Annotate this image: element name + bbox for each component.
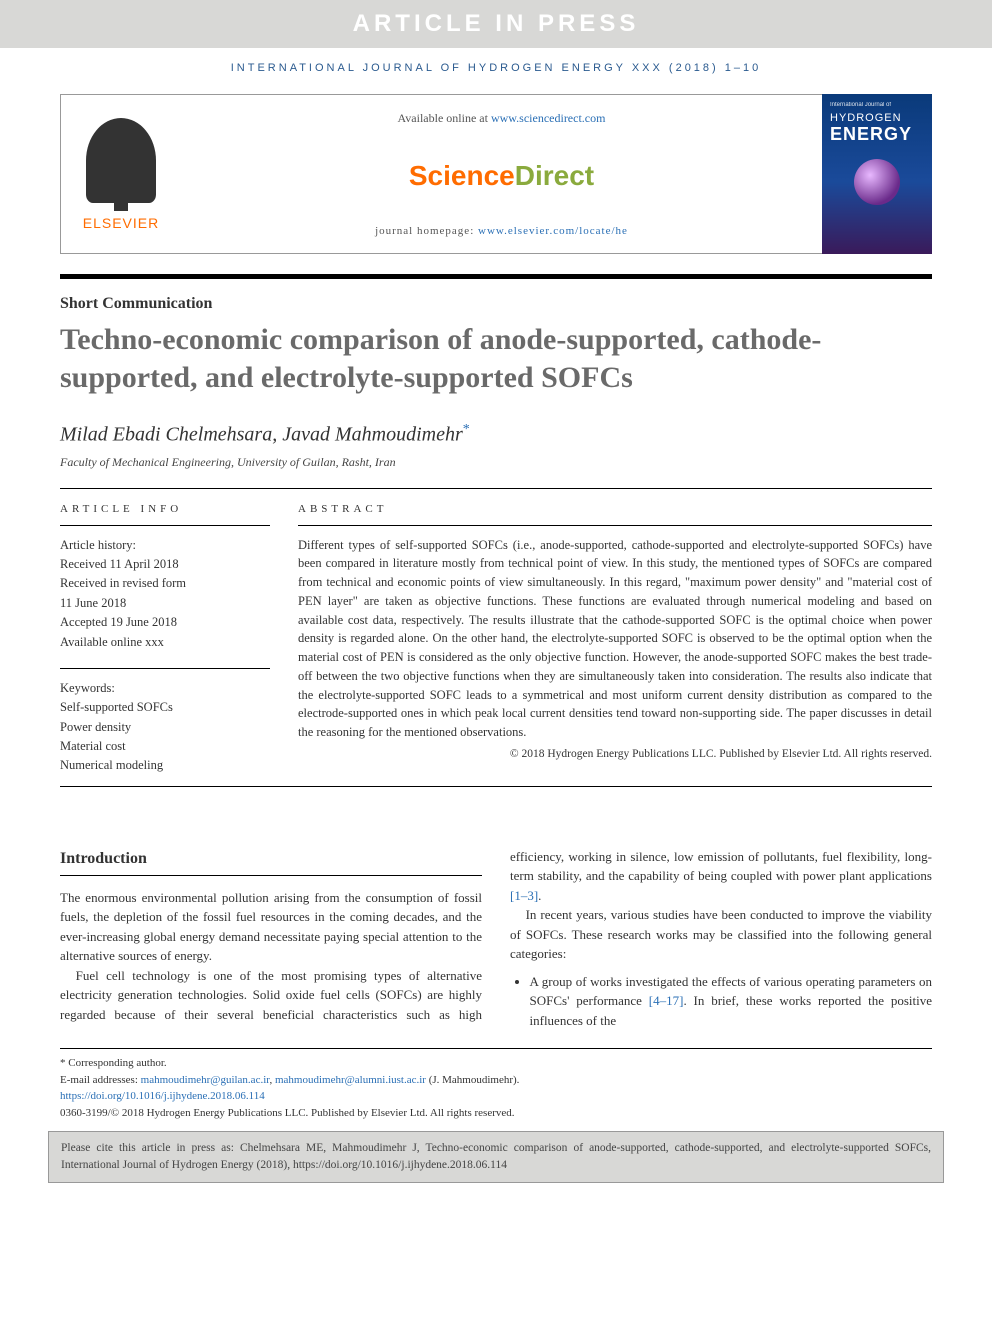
history-line: Available online xxx [60,633,270,652]
history-line: Received in revised form [60,574,270,593]
email-line: E-mail addresses: mahmoudimehr@guilan.ac… [60,1072,932,1089]
keywords-block: Keywords: Self-supported SOFCs Power den… [60,668,270,776]
sciencedirect-logo: ScienceDirect [409,160,594,192]
history-label: Article history: [60,536,270,555]
keywords-label: Keywords: [60,679,270,698]
citation-link[interactable]: [1–3] [510,888,538,903]
corresponding-author-note: * Corresponding author. [60,1055,932,1072]
cover-small-text: International Journal of [830,102,924,108]
footnotes: * Corresponding author. E-mail addresses… [60,1048,932,1121]
header-center: Available online at www.sciencedirect.co… [181,95,822,253]
issn-copyright: 0360-3199/© 2018 Hydrogen Energy Publica… [60,1105,932,1122]
keyword: Self-supported SOFCs [60,698,270,717]
info-abstract-row: ARTICLE INFO Article history: Received 1… [60,503,932,776]
doi-link[interactable]: https://doi.org/10.1016/j.ijhydene.2018.… [60,1090,265,1102]
abstract-text: Different types of self-supported SOFCs … [298,525,932,742]
email-label: E-mail addresses: [60,1074,141,1086]
cover-orb-graphic [854,159,900,205]
cite-this-article-box: Please cite this article in press as: Ch… [48,1131,944,1182]
available-online-line: Available online at www.sciencedirect.co… [398,111,606,126]
affiliation: Faculty of Mechanical Engineering, Unive… [60,455,932,470]
abstract-copyright: © 2018 Hydrogen Energy Publications LLC.… [298,748,932,760]
history-line: Received 11 April 2018 [60,555,270,574]
keyword: Power density [60,718,270,737]
intro-bullet: A group of works investigated the effect… [530,972,933,1031]
history-line: Accepted 19 June 2018 [60,613,270,632]
history-line: 11 June 2018 [60,594,270,613]
homepage-prefix: journal homepage: [375,225,478,237]
journal-homepage-line: journal homepage: www.elsevier.com/locat… [375,225,628,237]
introduction-heading: Introduction [60,847,482,876]
corresponding-star-icon: * [463,422,470,437]
email-link[interactable]: mahmoudimehr@alumni.iust.ac.ir [275,1074,426,1086]
body-two-column: Introduction The enormous environmental … [60,847,932,1031]
intro-bullet-list: A group of works investigated the effect… [510,972,932,1031]
elsevier-tree-icon [86,118,156,203]
citation-link[interactable]: [4–17] [649,993,684,1008]
article-info-heading: ARTICLE INFO [60,503,270,515]
sd-logo-direct: Direct [515,160,594,191]
journal-cover-thumbnail: International Journal of HYDROGEN ENERGY [822,94,932,254]
journal-homepage-link[interactable]: www.elsevier.com/locate/he [478,225,628,237]
abstract-heading: ABSTRACT [298,503,932,515]
authors-line: Milad Ebadi Chelmehsara, Javad Mahmoudim… [60,422,932,447]
cover-energy-text: ENERGY [830,124,924,145]
elsevier-logo: ELSEVIER [61,95,181,253]
keyword: Material cost [60,737,270,756]
publisher-header: ELSEVIER Available online at www.science… [60,94,932,254]
elsevier-wordmark: ELSEVIER [83,215,159,231]
sciencedirect-link[interactable]: www.sciencedirect.com [491,111,606,125]
intro-paragraph: In recent years, various studies have be… [510,905,932,964]
article-history-block: Article history: Received 11 April 2018 … [60,525,270,652]
email-suffix: (J. Mahmoudimehr). [426,1074,519,1086]
abstract-column: ABSTRACT Different types of self-support… [298,503,932,776]
article-in-press-banner: ARTICLE IN PRESS [0,0,992,48]
sd-logo-science: Science [409,160,515,191]
article-title: Techno-economic comparison of anode-supp… [60,321,932,396]
cover-hydrogen-text: HYDROGEN [830,112,924,124]
heavy-rule [60,274,932,279]
thin-rule [60,488,932,489]
thin-rule [60,786,932,787]
intro-dot: . [538,888,541,903]
authors-names: Milad Ebadi Chelmehsara, Javad Mahmoudim… [60,424,463,446]
article-type: Short Communication [60,295,932,313]
keyword: Numerical modeling [60,756,270,775]
email-link[interactable]: mahmoudimehr@guilan.ac.ir [141,1074,270,1086]
journal-citation-line: INTERNATIONAL JOURNAL OF HYDROGEN ENERGY… [0,48,992,84]
article-info-column: ARTICLE INFO Article history: Received 1… [60,503,270,776]
intro-paragraph: The enormous environmental pollution ari… [60,888,482,966]
available-prefix: Available online at [398,111,491,125]
